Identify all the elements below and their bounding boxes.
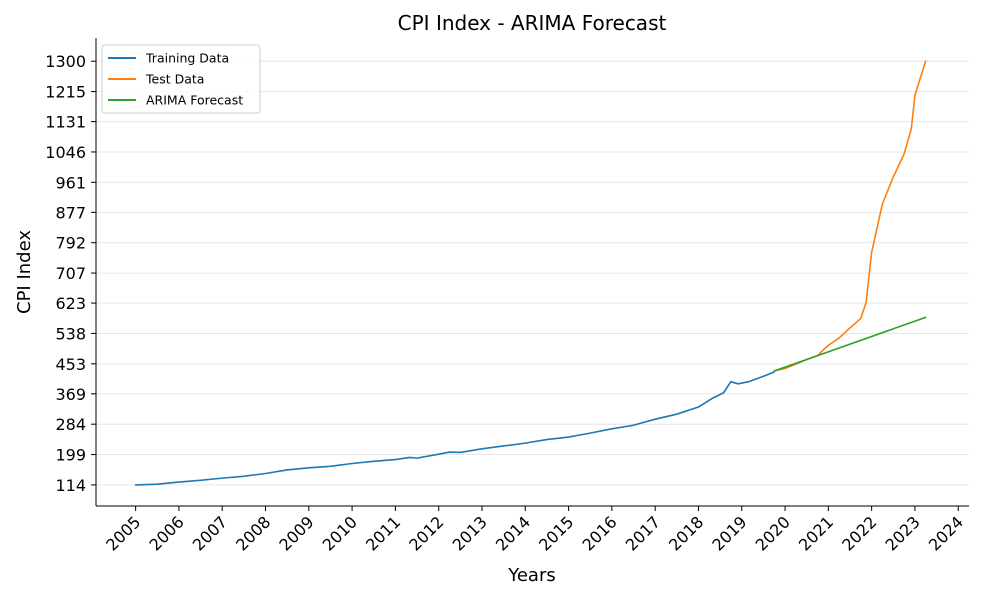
y-tick-label: 1300 (45, 52, 86, 71)
x-tick-label: 2007 (189, 512, 231, 554)
x-tick-label: 2016 (578, 512, 620, 554)
x-tick-label: 2009 (275, 512, 317, 554)
x-tick-label: 2020 (752, 512, 794, 554)
y-tick-label: 538 (55, 324, 86, 343)
y-tick-label: 792 (55, 234, 86, 253)
y-tick-label: 1215 (45, 83, 86, 102)
x-tick-label: 2014 (492, 512, 534, 554)
plot-area (134, 60, 927, 486)
y-tick-label: 1046 (45, 143, 86, 162)
x-tick-label: 2024 (925, 512, 967, 554)
x-tick-label: 2015 (535, 512, 577, 554)
x-tick-label: 2023 (882, 512, 924, 554)
series-line-test-data (773, 60, 927, 372)
x-tick-label: 2021 (795, 512, 837, 554)
legend-box (101, 44, 261, 114)
y-tick-label: 707 (55, 264, 86, 283)
y-tick-label: 877 (55, 203, 86, 222)
y-tick-label: 199 (55, 446, 86, 465)
series-line-training-data (134, 371, 775, 486)
x-axis-label: Years (507, 565, 556, 586)
y-tick-label: 284 (55, 415, 86, 434)
x-axis-ticks: 2005 2006 2007 2008 2009 2010 2011 2012 2013 2014… (102, 506, 967, 555)
x-tick-label: 2010 (319, 512, 361, 554)
x-tick-label: 2018 (665, 512, 707, 554)
y-tick-label: 453 (55, 355, 86, 374)
legend-label: ARIMA Forecast (146, 93, 243, 108)
x-tick-label: 2005 (102, 512, 144, 554)
legend-label: Training Data (145, 51, 229, 66)
series-line-arima-forecast (773, 316, 927, 372)
y-axis-ticks: 114 199 284 369 453 538 623 707 792 877 961 1046 113… (45, 52, 96, 495)
y-axis-label: CPI Index (14, 230, 35, 314)
y-tick-label: 114 (55, 476, 86, 495)
x-tick-label: 2013 (449, 512, 491, 554)
legend: Training Data Test Data ARIMA Forecast (101, 44, 261, 114)
x-tick-label: 2006 (146, 512, 188, 554)
x-tick-label: 2017 (622, 512, 664, 554)
x-tick-label: 2008 (232, 512, 274, 554)
y-tick-label: 623 (55, 294, 86, 313)
legend-label: Test Data (145, 72, 204, 87)
x-tick-label: 2012 (405, 512, 447, 554)
x-tick-label: 2019 (708, 512, 750, 554)
x-tick-label: 2022 (838, 512, 880, 554)
grid (96, 60, 969, 486)
y-tick-label: 1131 (45, 113, 86, 132)
x-tick-label: 2011 (362, 512, 404, 554)
y-tick-label: 961 (55, 173, 86, 192)
y-tick-label: 369 (55, 385, 86, 404)
chart-title: CPI Index - ARIMA Forecast (398, 11, 667, 35)
